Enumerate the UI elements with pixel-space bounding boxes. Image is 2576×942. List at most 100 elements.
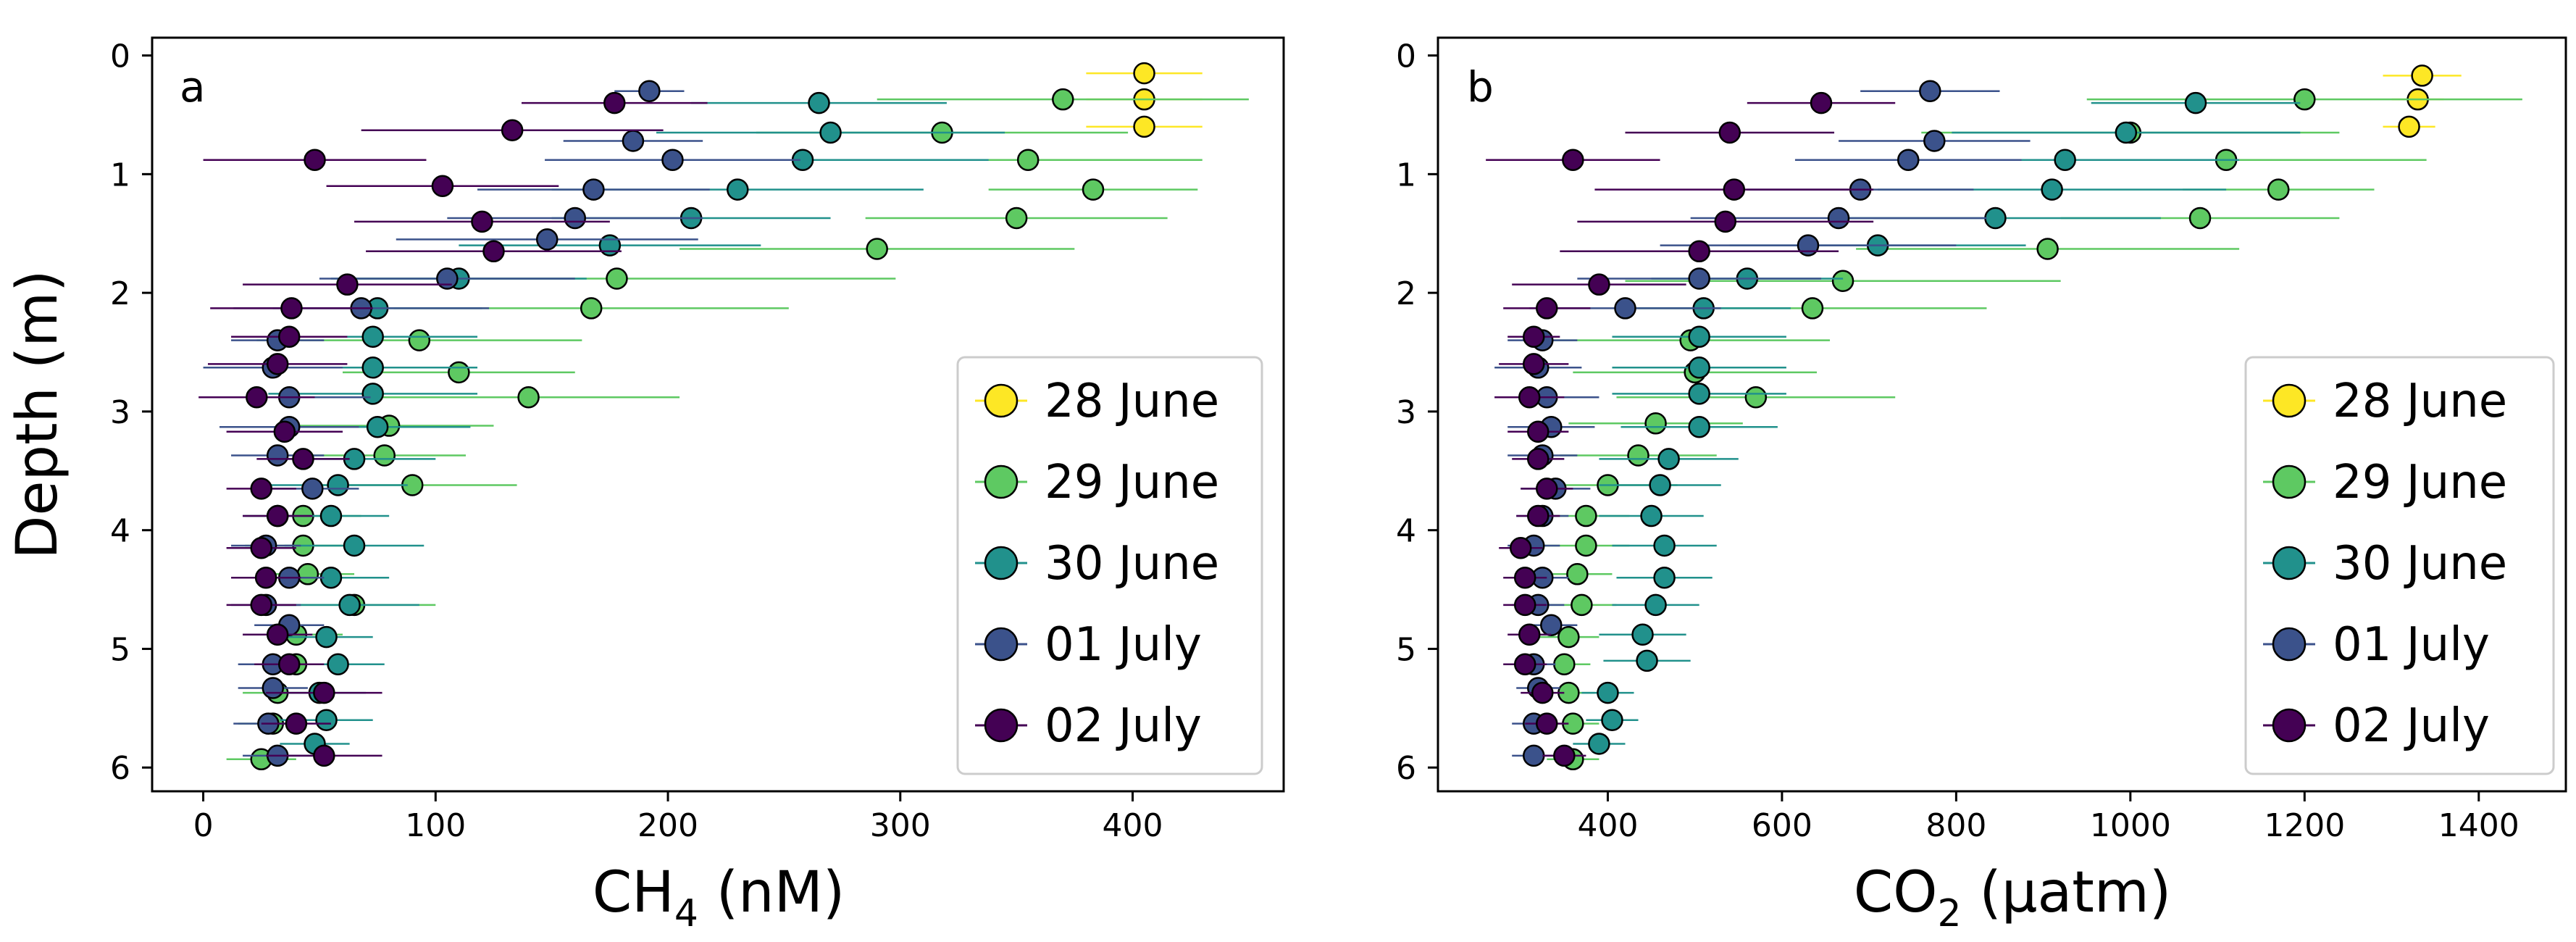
y-tick-label: 1 [110,157,130,193]
y-tick-label: 3 [110,394,130,431]
data-point [1744,386,1768,409]
data-point [2411,64,2433,87]
data-point [1588,733,1610,755]
x-tick-label: 1400 [2438,807,2519,844]
data-point [315,625,338,649]
data-point [564,207,586,230]
series-28-june [2383,64,2462,138]
data-point [327,653,349,676]
y-tick-label: 5 [1396,631,1416,668]
legend-marker [984,708,1019,743]
data-point [1575,534,1597,557]
data-point [501,119,524,141]
data-point [1627,444,1649,467]
series-02-july [1486,91,1896,767]
legend: 28 June 29 June 30 June 01 July 02 July [956,356,1263,775]
data-point [2293,88,2316,111]
x-tick-label: 0 [193,807,214,844]
data-point [2036,238,2059,260]
data-point [1614,297,1636,320]
data-point [2188,207,2212,230]
legend-marker [2272,383,2307,418]
data-point [277,325,301,348]
data-point [2115,121,2138,144]
x-axis-label-rest: (μatm) [1962,860,2172,925]
series-29-june [226,88,1249,771]
data-point [1810,91,1833,114]
data-point [1133,62,1155,85]
data-point [313,681,335,704]
data-point [1897,149,1920,171]
x-tick-label: 400 [1103,807,1163,844]
x-axis-label-sub: 4 [674,892,698,935]
data-point [866,238,888,260]
legend-entry: 29 June [1045,456,1219,509]
legend-entry: 01 July [1045,618,1202,672]
data-point [336,273,359,296]
data-point [1513,593,1536,617]
data-point [448,361,470,384]
series-30-june [268,91,1005,755]
data-point [2267,178,2290,201]
data-point [1513,566,1536,589]
x-tick-label: 600 [1752,807,1812,844]
data-point [2054,149,2076,171]
legend-marker [2272,546,2307,580]
y-tick-label: 2 [110,275,130,312]
data-point [319,504,343,528]
y-tick-label: 1 [1396,157,1416,193]
data-point [1518,386,1541,409]
data-point [603,91,626,114]
legend-marker [984,546,1019,580]
data-point [250,478,272,500]
data-point [1016,149,1040,171]
data-point [1523,744,1545,767]
data-point [338,593,361,617]
panel-label: a [180,62,206,112]
data-point [536,228,559,251]
data-point [1553,653,1576,676]
data-point [1588,273,1610,296]
data-point [266,444,289,467]
data-point [1531,681,1554,704]
data-point [1688,267,1710,290]
plot-frame [151,36,1285,793]
legend-entry: 30 June [2333,537,2507,591]
x-axis-label-rest: (nM) [698,860,845,925]
legend-marker [984,383,1019,418]
data-point [1827,207,1850,230]
data-point [292,448,314,470]
data-point [313,744,335,767]
data-point [250,537,272,559]
data-point [1653,566,1676,589]
data-point [1797,234,1820,257]
data-point [1644,412,1667,435]
data-point [436,267,459,290]
data-point [1527,504,1550,528]
data-point [296,563,319,585]
data-point [580,297,603,320]
series-28-june [1086,62,1203,138]
legend-marker [984,464,1019,499]
y-tick-label: 6 [1396,750,1416,787]
data-point [1631,623,1654,646]
data-point [1536,712,1558,735]
data-point [1575,504,1597,528]
data-point [1523,353,1545,375]
data-point [661,149,684,171]
data-point [373,444,396,467]
data-point [304,149,326,171]
x-tick-label: 1200 [2264,807,2345,844]
data-point [482,240,505,263]
data-point [1562,149,1584,171]
data-point [1133,115,1155,138]
data-point [250,593,272,617]
data-point [1557,625,1580,649]
data-point [1518,623,1541,646]
data-point [1640,504,1663,528]
data-point [606,267,628,290]
legend-entry: 02 July [2333,699,2490,753]
data-point [361,325,384,348]
data-point [408,329,431,351]
